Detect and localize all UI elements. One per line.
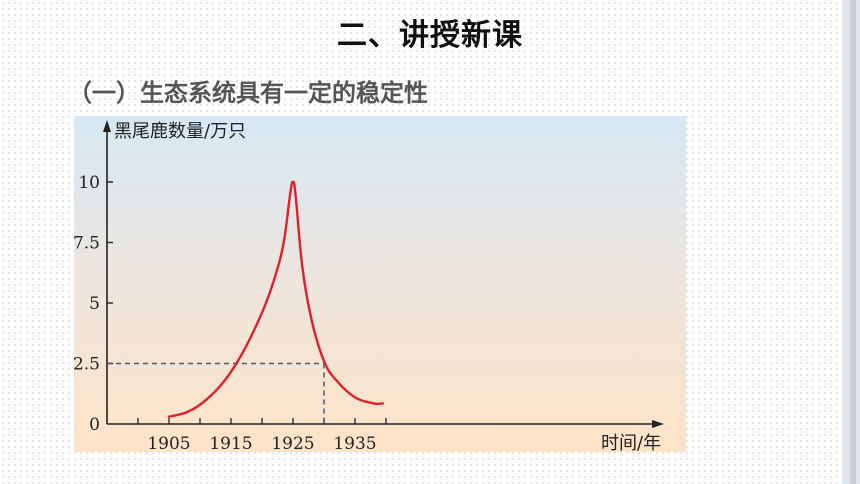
right-edge-bar-inner: [850, 0, 856, 484]
x-tick-label: 1905: [147, 434, 190, 452]
deer-population-series-line: [167, 180, 385, 418]
deer-population-chart: 0 2.5 5 7.5 10 1905 1915 1925 1935 黑尾鹿数量/万只时间/年: [73, 116, 686, 454]
section-title: （一）生态系统具有一定的稳定性: [68, 79, 428, 107]
y-axis-title: 黑尾鹿数量/万只: [114, 121, 246, 142]
x-axis-title: 时间/年: [601, 433, 661, 452]
x-tick-label: 1925: [271, 434, 314, 452]
y-tick-label: 2.5: [74, 355, 100, 375]
x-tick-label: 1935: [333, 434, 376, 452]
x-axis-arrow: [652, 420, 664, 428]
y-tick-label: 0: [89, 415, 100, 435]
y-tick-label: 10: [78, 173, 100, 193]
y-tick-label: 5: [89, 294, 100, 314]
slide-title: 二、讲授新课: [337, 18, 523, 53]
right-edge-bar: [842, 0, 860, 484]
y-axis-arrow: [103, 120, 111, 132]
chart-background: [74, 116, 686, 452]
x-tick-label: 1915: [209, 434, 252, 452]
y-tick-label: 7.5: [74, 234, 100, 254]
